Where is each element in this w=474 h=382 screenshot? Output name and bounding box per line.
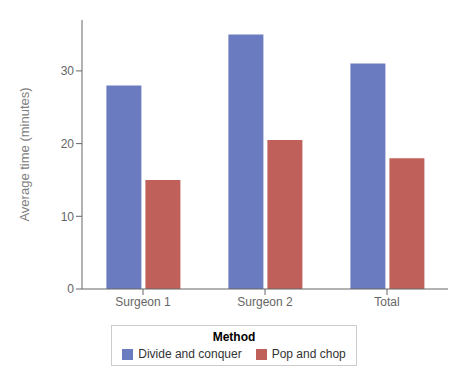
- svg-text:Surgeon 2: Surgeon 2: [237, 295, 293, 309]
- svg-text:30: 30: [61, 64, 75, 78]
- svg-text:Total: Total: [374, 295, 399, 309]
- svg-text:10: 10: [61, 210, 75, 224]
- html-text:Pop and chop: Pop and chop: [271, 347, 346, 361]
- html-text:Divide and conquer: Divide and conquer: [138, 347, 242, 361]
- svg-text:0: 0: [67, 282, 74, 296]
- svg-text:Surgeon 1: Surgeon 1: [115, 295, 171, 309]
- svg-text:Average time (minutes): Average time (minutes): [17, 87, 32, 221]
- svg-text:20: 20: [61, 137, 75, 151]
- html-text:Method: Method: [212, 330, 256, 344]
